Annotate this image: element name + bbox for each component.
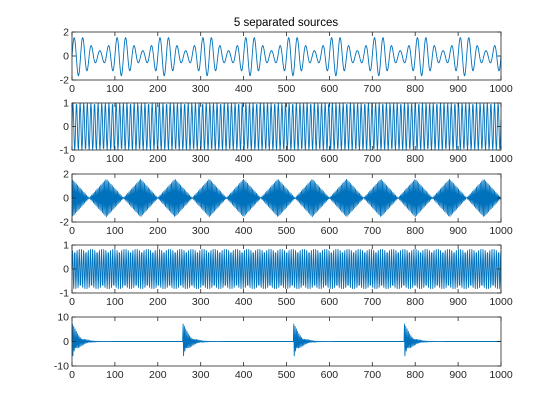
subplot-1: 0 100 200 300 400 500 600 700 800 900 1000-202 [60, 27, 513, 96]
figure-title: 5 separated sources [234, 17, 338, 29]
x-tick-label: 100 [106, 153, 124, 165]
x-tick-label: 600 [321, 296, 339, 308]
y-tick-label: -1 [60, 145, 69, 157]
series-line-2 [71, 102, 502, 151]
series-line-3 [71, 178, 502, 218]
x-tick-label: 100 [106, 225, 124, 237]
y-tick-label: 0 [63, 336, 69, 348]
x-tick-label: 300 [192, 153, 210, 165]
series-line-1 [71, 37, 502, 77]
x-tick-label: 1000 [489, 83, 513, 95]
y-tick-label: -1 [60, 288, 69, 300]
x-tick-label: 800 [406, 83, 424, 95]
series-line-5 [71, 323, 502, 357]
series-line-4 [71, 249, 502, 289]
x-tick-label: 100 [106, 369, 124, 381]
x-tick-label: 600 [321, 83, 339, 95]
subplot-2: 0 100 200 300 400 500 600 700 800 900 1000-101 [60, 98, 513, 166]
x-tick-label: 500 [278, 369, 296, 381]
x-tick-label: 300 [192, 369, 210, 381]
x-tick-label: 400 [235, 83, 253, 95]
x-tick-label: 700 [364, 153, 382, 165]
y-tick-label: 0 [63, 193, 69, 205]
y-tick-label: -10 [54, 361, 69, 373]
y-tick-label: 0 [63, 51, 69, 63]
x-tick-label: 900 [449, 225, 467, 237]
subplot-3: 0 100 200 300 400 500 600 700 800 900 1000-202 [60, 169, 513, 238]
y-tick-label: -2 [60, 75, 69, 87]
x-tick-label: 300 [192, 83, 210, 95]
x-tick-label: 500 [278, 153, 296, 165]
x-tick-label: 500 [278, 296, 296, 308]
x-tick-label: 900 [449, 296, 467, 308]
y-tick-label: 1 [63, 240, 69, 252]
x-tick-label: 300 [192, 296, 210, 308]
x-tick-label: 800 [406, 369, 424, 381]
x-tick-label: 700 [364, 83, 382, 95]
x-tick-label: 400 [235, 153, 253, 165]
x-tick-label: 1000 [489, 369, 513, 381]
y-tick-label: 2 [63, 27, 69, 39]
x-tick-label: 500 [278, 225, 296, 237]
x-tick-label: 200 [149, 83, 167, 95]
x-tick-label: 900 [449, 369, 467, 381]
x-tick-label: 700 [364, 296, 382, 308]
x-tick-label: 300 [192, 225, 210, 237]
x-tick-label: 400 [235, 225, 253, 237]
x-tick-label: 0 [69, 369, 75, 381]
x-tick-label: 700 [364, 225, 382, 237]
x-tick-label: 400 [235, 369, 253, 381]
x-tick-label: 900 [449, 153, 467, 165]
x-tick-label: 600 [321, 369, 339, 381]
y-tick-label: 10 [57, 312, 69, 324]
x-tick-label: 800 [406, 153, 424, 165]
x-tick-label: 700 [364, 369, 382, 381]
y-tick-label: 0 [63, 121, 69, 133]
subplot-4: 0 100 200 300 400 500 600 700 800 900 1000-101 [60, 240, 513, 309]
x-tick-label: 100 [106, 83, 124, 95]
y-tick-label: 1 [63, 98, 69, 110]
y-tick-label: -2 [60, 217, 69, 229]
x-tick-label: 100 [106, 296, 124, 308]
x-tick-label: 0 [69, 83, 75, 95]
x-tick-label: 200 [149, 369, 167, 381]
x-tick-label: 200 [149, 296, 167, 308]
x-tick-label: 600 [321, 153, 339, 165]
x-tick-label: 500 [278, 83, 296, 95]
y-tick-label: 2 [63, 169, 69, 181]
x-tick-label: 1000 [489, 296, 513, 308]
y-tick-label: 0 [63, 264, 69, 276]
x-tick-label: 600 [321, 225, 339, 237]
x-tick-label: 200 [149, 153, 167, 165]
x-tick-label: 0 [69, 153, 75, 165]
x-tick-label: 200 [149, 225, 167, 237]
x-tick-label: 0 [69, 296, 75, 308]
x-tick-label: 0 [69, 225, 75, 237]
x-tick-label: 800 [406, 225, 424, 237]
x-tick-label: 400 [235, 296, 253, 308]
x-tick-label: 900 [449, 83, 467, 95]
x-tick-label: 1000 [489, 153, 513, 165]
x-tick-label: 800 [406, 296, 424, 308]
x-tick-label: 1000 [489, 225, 513, 237]
